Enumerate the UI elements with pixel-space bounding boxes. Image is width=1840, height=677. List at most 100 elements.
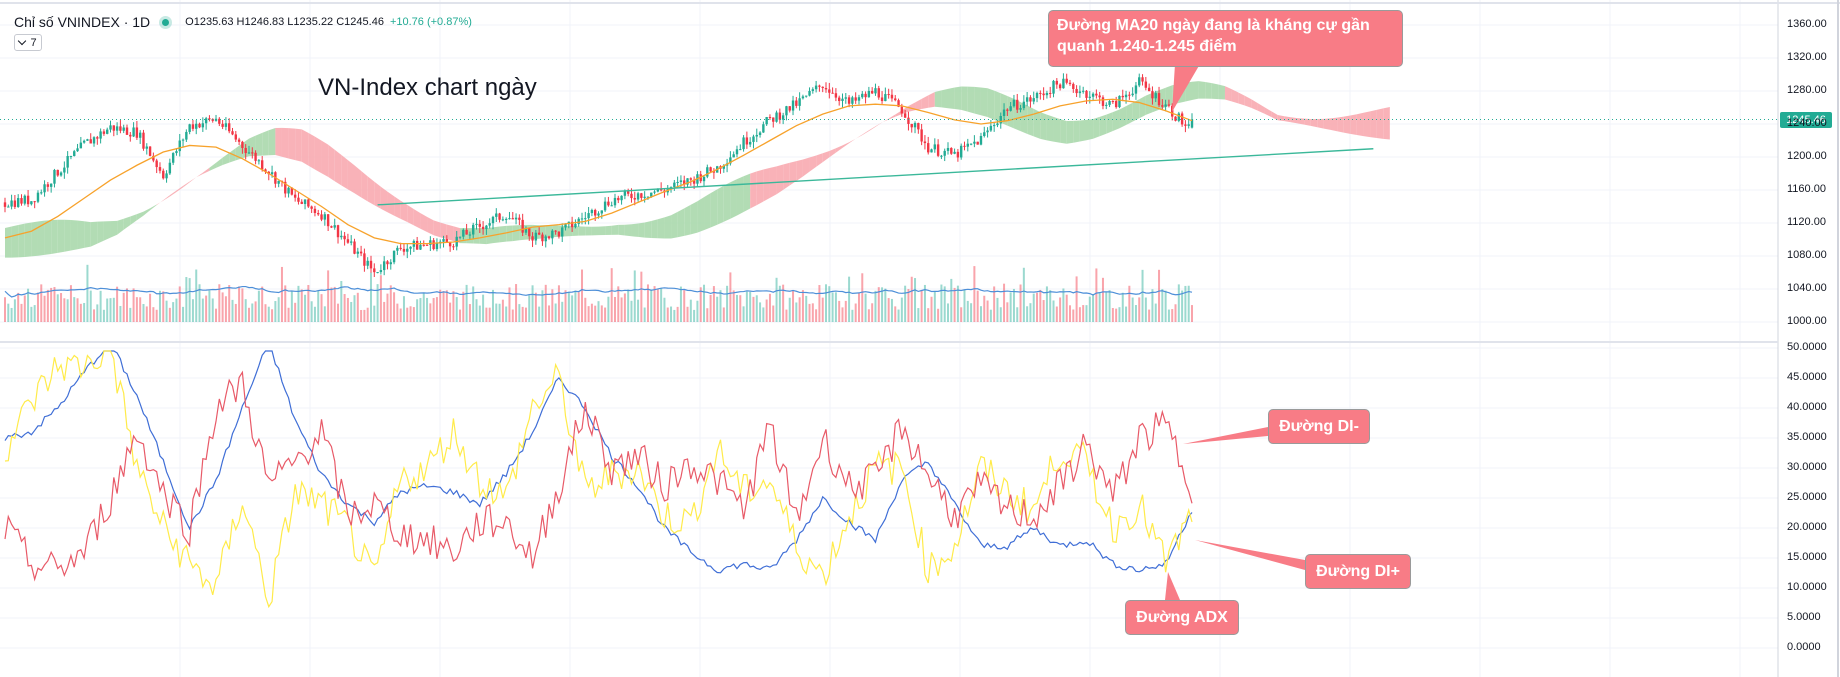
cloud-segment: [473, 228, 480, 244]
volume-bar: [735, 294, 738, 322]
candle-body: [963, 145, 966, 147]
candle-body: [1078, 91, 1082, 94]
candle-body: [185, 131, 188, 140]
volume-bar: [294, 302, 297, 322]
volume-bar: [383, 301, 386, 322]
cloud-segment: [110, 220, 118, 238]
candle-body: [218, 118, 221, 124]
volume-bar: [805, 295, 808, 322]
candle-body: [870, 90, 874, 94]
volume-bar: [623, 293, 626, 322]
candle-body: [1085, 90, 1088, 98]
volume-bar: [162, 291, 165, 322]
cloud-segment: [651, 219, 658, 239]
volume-bar: [409, 306, 412, 322]
ichimoku-cloud: [5, 81, 1390, 258]
candle-body: [208, 118, 211, 120]
candle-body: [1151, 91, 1154, 99]
volume-bar: [706, 308, 709, 322]
volume-bar: [950, 278, 953, 322]
candle-body: [620, 195, 623, 201]
volume-bar: [1167, 309, 1170, 322]
volume-bar: [930, 296, 933, 322]
candle-body: [320, 214, 323, 220]
cloud-segment: [341, 154, 348, 190]
symbol-label[interactable]: Chỉ số VNINDEX · 1D: [14, 14, 151, 30]
candle-body: [138, 132, 142, 138]
cloud-segment: [1126, 102, 1133, 126]
volume-bar: [1128, 285, 1131, 322]
cloud-segment: [704, 193, 711, 231]
volume-bar: [703, 284, 706, 322]
cloud-segment: [1060, 119, 1067, 144]
candle-body: [706, 167, 709, 177]
candle-body: [927, 143, 930, 153]
interval-dropdown[interactable]: 7: [14, 34, 42, 51]
candle-body: [373, 268, 376, 273]
candle-body: [943, 150, 946, 156]
cloud-segment: [736, 176, 744, 216]
volume-bar: [1059, 297, 1062, 322]
candle-body: [867, 90, 871, 98]
volume-bar: [231, 299, 234, 322]
candle-body: [1164, 104, 1167, 107]
cloud-segment: [756, 169, 764, 206]
volume-bar: [1177, 284, 1180, 322]
volume-bar: [379, 275, 382, 322]
volume-bar: [637, 299, 640, 322]
last-price-tag: 1245.46: [1780, 112, 1832, 128]
candle-body: [448, 242, 452, 247]
volume-bar: [653, 286, 656, 322]
volume-bar: [313, 306, 316, 322]
cloud-segment: [565, 225, 573, 237]
volume-bar: [284, 285, 287, 322]
candle-body: [66, 156, 69, 168]
volume-bar: [874, 290, 877, 322]
candle-body: [1002, 109, 1006, 117]
candle-body: [986, 130, 989, 133]
cloud-segment: [578, 226, 586, 236]
candle-body: [155, 160, 158, 168]
candle-body: [1045, 92, 1049, 96]
change-value: +10.76 (+0.87%): [389, 16, 472, 28]
cloud-segment: [875, 122, 883, 127]
price-tick-label: 1240.00: [1787, 117, 1827, 129]
candle-body: [1006, 109, 1009, 111]
cloud-segment: [512, 225, 520, 242]
volume-bar: [442, 291, 445, 322]
candle-body: [1177, 113, 1181, 121]
pointer-di-minus: [1183, 427, 1268, 444]
candle-body: [996, 123, 999, 126]
volume-bar: [27, 288, 30, 322]
cloud-segment: [657, 217, 665, 239]
volume-bar: [20, 303, 23, 322]
volume-bar: [679, 286, 682, 322]
candle-body: [818, 85, 821, 87]
cloud-segment: [690, 201, 698, 235]
candle-body: [623, 191, 627, 196]
volume-bar: [1191, 305, 1193, 322]
volume-bar: [416, 299, 419, 322]
candle-body: [772, 117, 775, 122]
market-status-icon: [162, 18, 170, 26]
cloud-segment: [367, 176, 375, 206]
candle-body: [49, 183, 53, 187]
candle-body: [409, 246, 412, 249]
volume-bar: [947, 303, 950, 322]
cloud-segment: [117, 218, 124, 235]
candle-body: [287, 187, 290, 194]
volume-bar: [587, 306, 590, 322]
volume-bar: [890, 298, 893, 322]
candle-body: [788, 106, 791, 111]
candle-body: [201, 123, 205, 128]
candle-body: [303, 199, 307, 204]
volume-bar: [607, 296, 610, 322]
volume-bar: [798, 297, 801, 322]
volume-bar: [211, 298, 214, 322]
volume-bar: [297, 285, 300, 322]
candle-body: [204, 118, 208, 124]
candle-body: [514, 217, 518, 220]
cloud-segment: [1383, 106, 1390, 140]
candle-body: [96, 137, 99, 139]
